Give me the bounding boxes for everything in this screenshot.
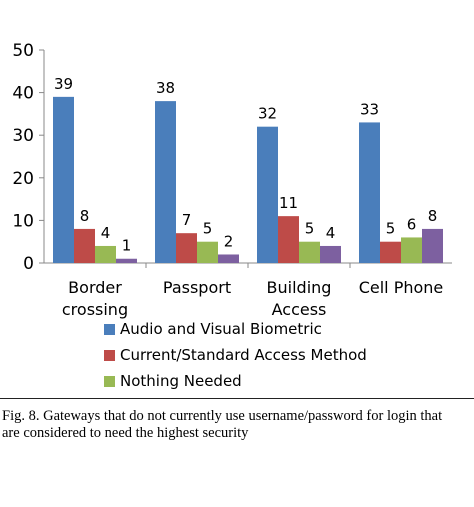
bar (401, 237, 422, 263)
data-label: 5 (203, 220, 213, 238)
data-label: 8 (428, 207, 438, 225)
data-label: 5 (305, 220, 315, 238)
legend-swatch (104, 324, 115, 335)
y-tick-label: 50 (12, 41, 34, 61)
x-tick-label: Passport (163, 278, 231, 297)
bar (278, 216, 299, 263)
bar (53, 96, 74, 263)
legend-label: Nothing Needed (120, 372, 242, 390)
data-label: 38 (156, 79, 175, 97)
caption-line-1: Fig. 8. Gateways that do not currently u… (2, 408, 443, 424)
y-tick-label: 30 (12, 126, 34, 146)
data-label: 4 (326, 224, 336, 242)
bar (176, 233, 197, 263)
bar (422, 228, 443, 263)
data-label: 33 (360, 100, 379, 118)
data-label: 11 (279, 194, 298, 212)
data-label: 8 (80, 207, 90, 225)
legend-swatch (104, 350, 115, 361)
y-tick-label: 0 (23, 254, 34, 274)
data-label: 4 (101, 224, 111, 242)
bar (155, 101, 176, 264)
data-label: 1 (122, 237, 132, 255)
bar (218, 254, 239, 263)
legend-label: Current/Standard Access Method (120, 346, 367, 364)
data-label: 6 (407, 215, 417, 233)
bar (380, 241, 401, 263)
bar (359, 122, 380, 263)
data-label: 39 (54, 75, 73, 93)
x-tick-label: Cell Phone (359, 278, 444, 297)
data-label: 32 (258, 105, 277, 123)
bar (116, 258, 137, 263)
caption-line-2: are considered to need the highest secur… (2, 425, 249, 441)
x-tick-label: Border (68, 278, 122, 297)
legend-swatch (104, 376, 115, 387)
figure-rule (0, 398, 474, 399)
x-tick-label: Access (272, 300, 327, 319)
bar (320, 245, 341, 263)
data-label: 7 (182, 211, 192, 229)
data-label: 5 (386, 220, 396, 238)
data-label: 2 (224, 232, 234, 250)
x-tick-label: Building (267, 278, 332, 297)
y-tick-label: 20 (12, 169, 34, 189)
y-tick-label: 40 (12, 84, 34, 104)
chart-area: 0 10 20 30 40 50 39 8 4 1 Border crossing 38 7 5 2 Passp… (12, 41, 452, 390)
bar (299, 241, 320, 263)
legend-label: Audio and Visual Biometric (120, 320, 322, 338)
bar (257, 126, 278, 264)
bar (74, 228, 95, 263)
x-tick-label: crossing (62, 300, 128, 319)
bar (95, 245, 116, 263)
bar (197, 241, 218, 263)
y-tick-label: 10 (12, 211, 34, 231)
figure-caption: Fig. 8. Gateways that do not currently u… (2, 408, 472, 442)
